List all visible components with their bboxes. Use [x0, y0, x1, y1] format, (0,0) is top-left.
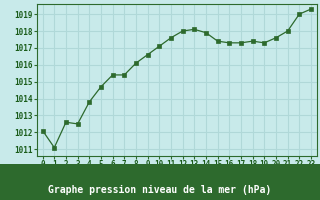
Text: Graphe pression niveau de la mer (hPa): Graphe pression niveau de la mer (hPa): [48, 185, 272, 195]
